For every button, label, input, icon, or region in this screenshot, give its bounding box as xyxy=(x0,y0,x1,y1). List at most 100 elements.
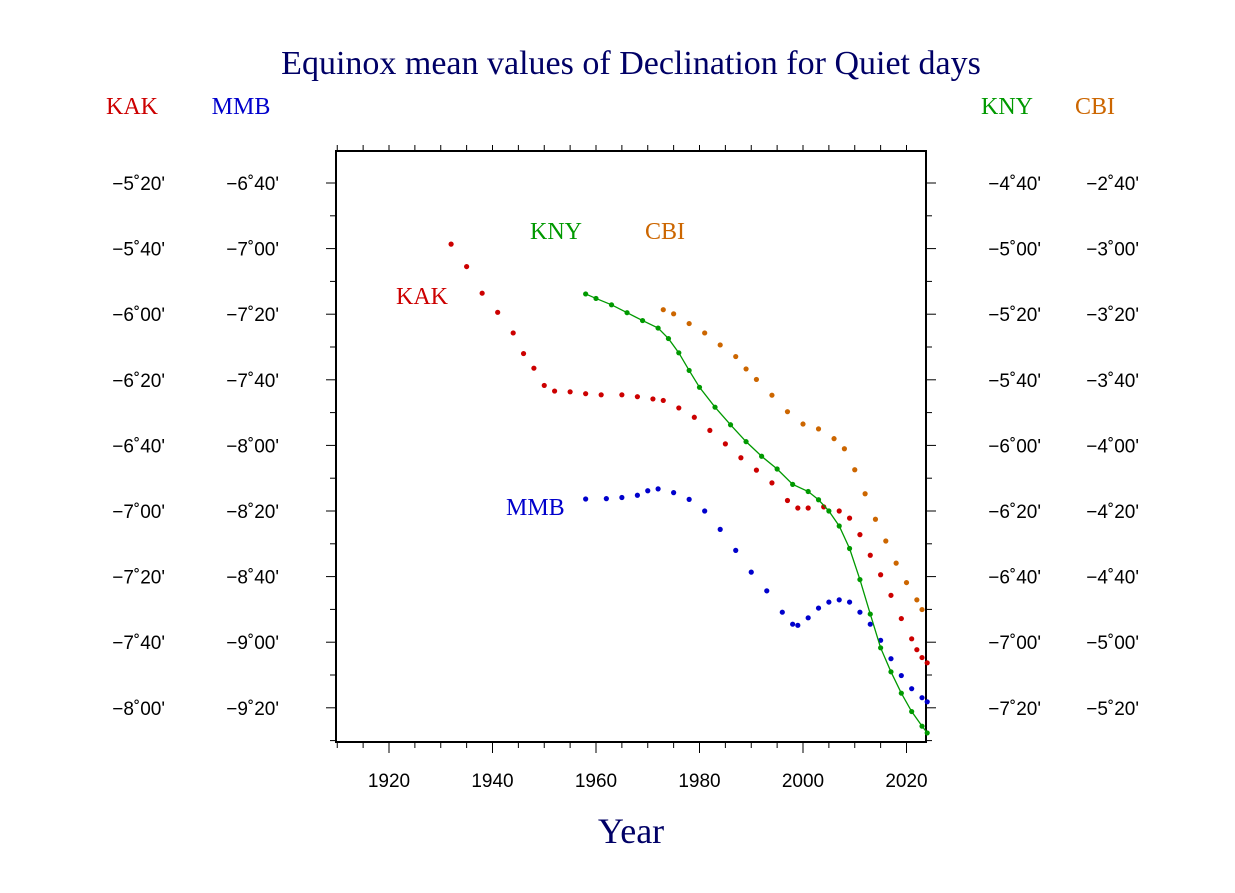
data-point xyxy=(464,263,470,270)
data-point xyxy=(686,367,692,374)
y-tick-label-kak: −7˚40' xyxy=(112,633,165,654)
data-point xyxy=(909,686,915,692)
data-point xyxy=(495,309,501,315)
data-point xyxy=(790,621,796,627)
data-point xyxy=(753,467,760,473)
data-point xyxy=(867,552,873,558)
data-point xyxy=(784,409,791,415)
y-tick-label-mmb: −7˚20' xyxy=(226,305,279,326)
data-point xyxy=(919,654,925,661)
y-tick-label-kny: −4˚40' xyxy=(988,174,1041,195)
series-label-kak: KAK xyxy=(396,284,449,310)
data-point xyxy=(676,405,682,411)
chart-title: Equinox mean values of Declination for Q… xyxy=(281,45,981,82)
data-point xyxy=(639,317,646,324)
data-point xyxy=(857,532,863,538)
data-point xyxy=(634,394,641,400)
data-point xyxy=(769,480,775,486)
data-point xyxy=(520,350,527,357)
data-point xyxy=(583,391,589,397)
x-tick-label: 1920 xyxy=(368,771,410,792)
data-point xyxy=(541,382,547,389)
x-tick-label: 2000 xyxy=(782,771,824,792)
data-point xyxy=(862,491,868,497)
data-point xyxy=(743,439,749,445)
y-tick-label-kny: −6˚00' xyxy=(988,436,1041,457)
y-tick-label-mmb: −6˚40' xyxy=(226,174,279,195)
y-tick-label-mmb: −7˚00' xyxy=(226,240,279,261)
data-point xyxy=(722,441,728,447)
data-point xyxy=(650,396,656,402)
y-tick-label-mmb: −9˚00' xyxy=(226,633,279,654)
y-tick-label-kak: −8˚00' xyxy=(112,699,165,720)
axis-header-kak: KAK xyxy=(106,94,159,120)
data-point xyxy=(893,560,899,566)
data-point xyxy=(903,579,910,586)
y-tick-label-cbi: −4˚40' xyxy=(1086,568,1139,589)
data-point xyxy=(821,504,827,510)
data-point xyxy=(919,695,925,701)
y-tick-label-cbi: −2˚40' xyxy=(1086,174,1139,195)
data-point xyxy=(676,350,682,356)
y-tick-label-kak: −6˚40' xyxy=(112,436,165,457)
x-tick-label: 2020 xyxy=(885,771,927,792)
data-point xyxy=(815,426,822,432)
data-point xyxy=(805,615,811,621)
y-tick-label-kny: −6˚40' xyxy=(988,568,1041,589)
data-point xyxy=(779,609,785,615)
data-point xyxy=(753,376,760,383)
data-point xyxy=(800,421,806,427)
data-point xyxy=(888,592,894,598)
y-tick-label-mmb: −9˚20' xyxy=(226,699,279,720)
data-point xyxy=(784,497,791,504)
data-point xyxy=(857,576,863,583)
data-point xyxy=(924,660,930,666)
y-tick-label-kak: −6˚20' xyxy=(112,371,165,392)
data-point xyxy=(660,397,666,404)
data-point xyxy=(857,609,863,615)
data-point xyxy=(733,353,739,360)
y-tick-label-kak: −5˚20' xyxy=(112,174,165,195)
series-layer xyxy=(448,241,930,736)
data-point xyxy=(552,388,558,394)
data-point xyxy=(510,330,516,336)
series-kak xyxy=(448,241,930,666)
data-point xyxy=(815,605,822,611)
data-point xyxy=(795,505,801,511)
data-point xyxy=(655,325,661,331)
data-point xyxy=(727,422,734,428)
y-tick-label-mmb: −8˚00' xyxy=(226,436,279,457)
series-line-kny xyxy=(585,293,928,734)
y-tick-label-kny: −6˚20' xyxy=(988,502,1041,523)
data-point xyxy=(691,414,697,420)
data-point xyxy=(888,656,894,662)
data-point xyxy=(733,547,739,553)
data-point xyxy=(567,389,573,395)
y-tick-label-kak: −7˚00' xyxy=(112,502,165,523)
y-tick-label-cbi: −3˚40' xyxy=(1086,371,1139,392)
data-point xyxy=(805,488,811,495)
y-tick-label-kak: −5˚40' xyxy=(112,240,165,261)
y-tick-label-cbi: −5˚00' xyxy=(1086,633,1139,654)
axis-header-cbi: CBI xyxy=(1075,94,1115,120)
data-point xyxy=(790,481,796,487)
data-point xyxy=(841,446,848,452)
data-point xyxy=(738,455,744,461)
data-point xyxy=(619,392,625,398)
data-point xyxy=(707,427,713,434)
data-point xyxy=(608,302,615,308)
data-point xyxy=(924,699,930,705)
data-point xyxy=(919,606,925,613)
data-point xyxy=(836,523,842,529)
data-point xyxy=(909,636,915,642)
data-point xyxy=(671,490,677,496)
plot-frame xyxy=(335,150,927,743)
data-point xyxy=(759,453,765,459)
axis-labels: 1920 1940 1960 1980 2000 2020 KAK −5˚20' −5˚40' −… xyxy=(106,94,1139,792)
series-label-cbi: CBI xyxy=(645,219,685,245)
data-point xyxy=(634,492,641,498)
y-tick-label-kny: −7˚20' xyxy=(988,699,1041,720)
data-point xyxy=(774,466,780,472)
data-point xyxy=(836,508,842,514)
